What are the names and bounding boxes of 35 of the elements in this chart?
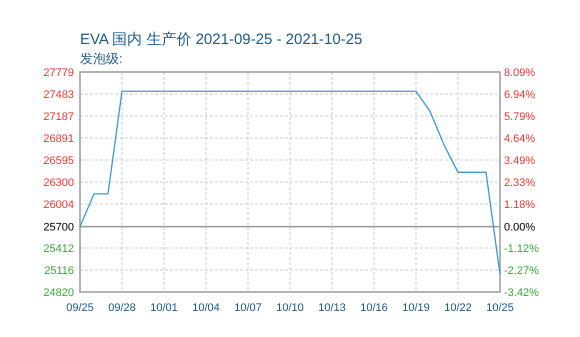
x-tick-label: 10/16 <box>360 302 388 314</box>
y2-tick-label: 6.94% <box>504 88 536 101</box>
y-tick-label: 27187 <box>43 111 74 124</box>
y-tick-label: 26004 <box>43 198 74 211</box>
chart-title: EVA 国内 生产价 2021-09-25 - 2021-10-25 <box>80 31 362 48</box>
y-tick-label: 25700 <box>43 222 74 234</box>
y-tick-label: 24820 <box>43 287 74 299</box>
x-tick-label: 10/04 <box>192 302 220 314</box>
y-tick-label: 26300 <box>43 176 74 189</box>
y2-tick-label: 0.00% <box>504 222 536 234</box>
x-tick-label: 10/10 <box>276 302 304 314</box>
x-tick-label: 10/01 <box>150 302 178 314</box>
y-tick-label: 26595 <box>43 155 74 168</box>
y2-tick-label: 1.18% <box>504 199 536 212</box>
y2-tick-label: 5.79% <box>504 110 536 123</box>
y2-tick-label: 8.09% <box>504 67 536 79</box>
x-tick-label: 10/07 <box>234 302 262 314</box>
y2-tick-label: 4.64% <box>504 132 536 145</box>
x-tick-label: 10/22 <box>444 302 472 314</box>
y2-tick-label: -2.27% <box>504 265 540 278</box>
y-tick-label: 25116 <box>44 264 74 277</box>
x-tick-label: 10/13 <box>318 302 346 314</box>
x-tick-label: 10/25 <box>486 302 514 314</box>
y2-tick-label: -1.12% <box>504 243 540 256</box>
y-tick-label: 26891 <box>43 133 74 146</box>
y-tick-label: 27779 <box>43 67 74 79</box>
x-tick-label: 09/28 <box>108 302 136 314</box>
y-tick-label: 25412 <box>43 242 74 255</box>
x-tick-label: 09/25 <box>66 302 94 314</box>
x-tick-label: 10/19 <box>402 302 430 314</box>
chart-subtitle: 发泡级: <box>80 51 123 66</box>
y2-tick-label: -3.42% <box>504 287 540 299</box>
y-tick-label: 27483 <box>43 89 74 102</box>
y2-tick-label: 3.49% <box>504 154 536 167</box>
y2-tick-label: 2.33% <box>504 177 536 190</box>
